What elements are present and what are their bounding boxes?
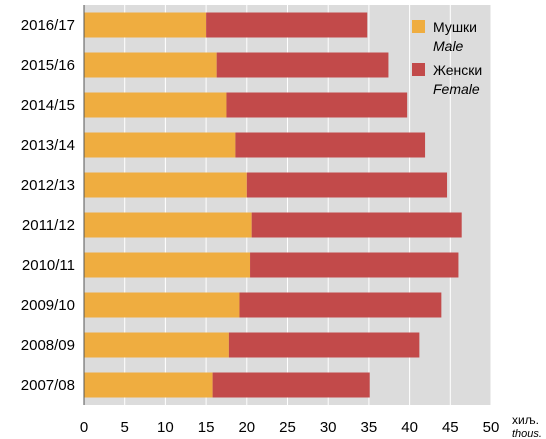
category-label: 2013/14 bbox=[21, 137, 75, 154]
x-unit-label: хиљ. bbox=[512, 413, 539, 427]
bar-female bbox=[228, 332, 420, 358]
x-tick-label: 45 bbox=[442, 419, 459, 436]
bar-female bbox=[246, 172, 448, 198]
category-label: 2011/12 bbox=[22, 217, 75, 234]
category-label: 2012/13 bbox=[21, 177, 75, 194]
bar-female bbox=[212, 372, 370, 398]
legend-swatch-male bbox=[412, 20, 425, 33]
category-labels: 2016/17 2015/16 2014/15 2013/14 2012/13 2011/… bbox=[21, 17, 75, 394]
x-tick-label: 40 bbox=[401, 419, 418, 436]
x-tick-label: 30 bbox=[320, 419, 337, 436]
bar-male bbox=[84, 12, 207, 38]
bar-female bbox=[206, 12, 368, 38]
category-label: 2009/10 bbox=[21, 297, 75, 314]
category-label: 2008/09 bbox=[21, 337, 75, 354]
bar-male bbox=[84, 92, 227, 118]
bar-male bbox=[84, 132, 236, 158]
x-tick-label: 0 bbox=[80, 419, 88, 436]
category-label: 2010/11 bbox=[22, 257, 75, 274]
bar-female bbox=[235, 132, 426, 158]
bars bbox=[84, 12, 462, 398]
x-tick-label: 25 bbox=[279, 419, 296, 436]
bar-male bbox=[84, 252, 251, 278]
bar-female bbox=[239, 292, 442, 318]
x-tick-label: 5 bbox=[121, 419, 129, 436]
bar-female bbox=[250, 252, 459, 278]
legend-sublabel-male: Male bbox=[433, 38, 464, 54]
x-tick-label: 35 bbox=[361, 419, 378, 436]
category-label: 2016/17 bbox=[21, 17, 75, 34]
legend-label-female: Женски bbox=[433, 62, 482, 78]
bar-male bbox=[84, 292, 240, 318]
legend-sublabel-female: Female bbox=[433, 81, 480, 97]
x-tick-label: 15 bbox=[198, 419, 215, 436]
legend: Мушки Male Женски Female bbox=[412, 19, 482, 97]
bar-male bbox=[84, 172, 247, 198]
x-unit-sublabel: thous. bbox=[512, 428, 542, 439]
bar-male bbox=[84, 52, 217, 78]
legend-swatch-female bbox=[412, 63, 425, 76]
legend-label-male: Мушки bbox=[433, 19, 477, 35]
category-label: 2007/08 bbox=[21, 377, 75, 394]
bar-male bbox=[84, 332, 229, 358]
x-tick-label: 10 bbox=[157, 419, 174, 436]
x-tick-label: 50 bbox=[483, 419, 500, 436]
bar-female bbox=[216, 52, 389, 78]
x-tick-labels: 0 5 10 15 20 25 30 35 40 45 50 bbox=[80, 419, 500, 436]
category-label: 2015/16 bbox=[21, 57, 75, 74]
x-tick-label: 20 bbox=[238, 419, 255, 436]
bar-male bbox=[84, 372, 213, 398]
bar-male bbox=[84, 212, 252, 238]
bar-female bbox=[226, 92, 408, 118]
bar-female bbox=[251, 212, 462, 238]
category-label: 2014/15 bbox=[21, 97, 75, 114]
